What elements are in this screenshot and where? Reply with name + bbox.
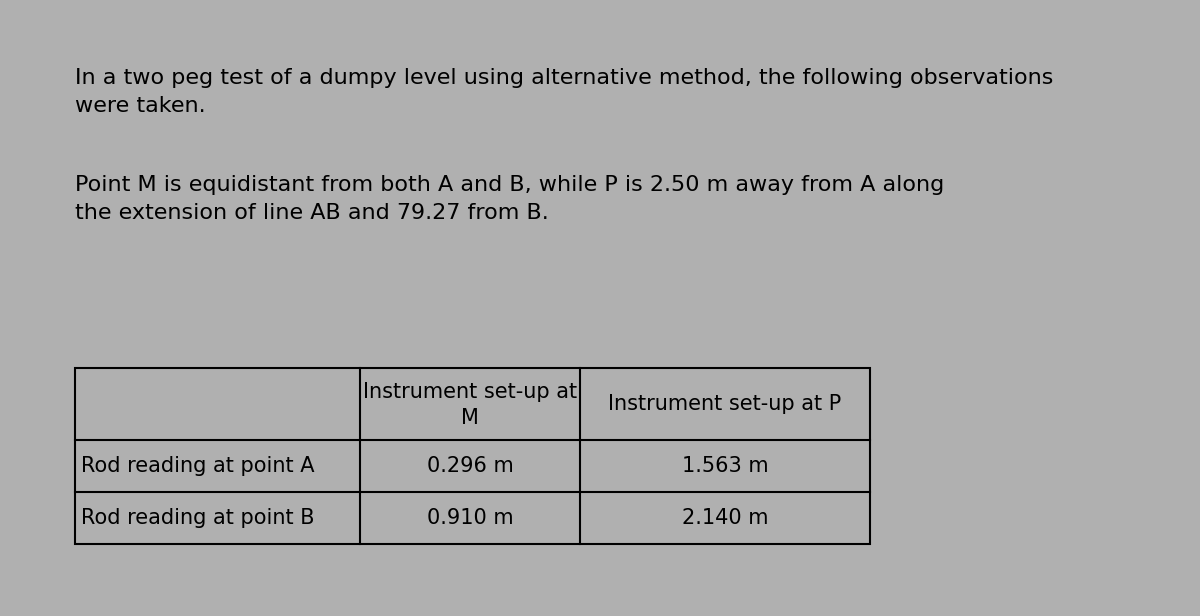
- Text: Point M is equidistant from both A and B, while P is 2.50 m away from A along: Point M is equidistant from both A and B…: [74, 175, 944, 195]
- Text: 0.296 m: 0.296 m: [427, 456, 514, 476]
- Text: M: M: [461, 408, 479, 428]
- Text: Rod reading at point B: Rod reading at point B: [82, 508, 314, 528]
- Bar: [74, 368, 870, 544]
- Text: Rod reading at point A: Rod reading at point A: [82, 456, 314, 476]
- Text: Instrument set-up at: Instrument set-up at: [362, 382, 577, 402]
- Text: 0.910 m: 0.910 m: [427, 508, 514, 528]
- Text: the extension of line AB and 79.27 from B.: the extension of line AB and 79.27 from …: [74, 203, 548, 223]
- Text: were taken.: were taken.: [74, 96, 205, 116]
- Text: In a two peg test of a dumpy level using alternative method, the following obser: In a two peg test of a dumpy level using…: [74, 68, 1054, 88]
- Text: 2.140 m: 2.140 m: [682, 508, 768, 528]
- Text: Instrument set-up at P: Instrument set-up at P: [608, 394, 841, 414]
- Text: 1.563 m: 1.563 m: [682, 456, 768, 476]
